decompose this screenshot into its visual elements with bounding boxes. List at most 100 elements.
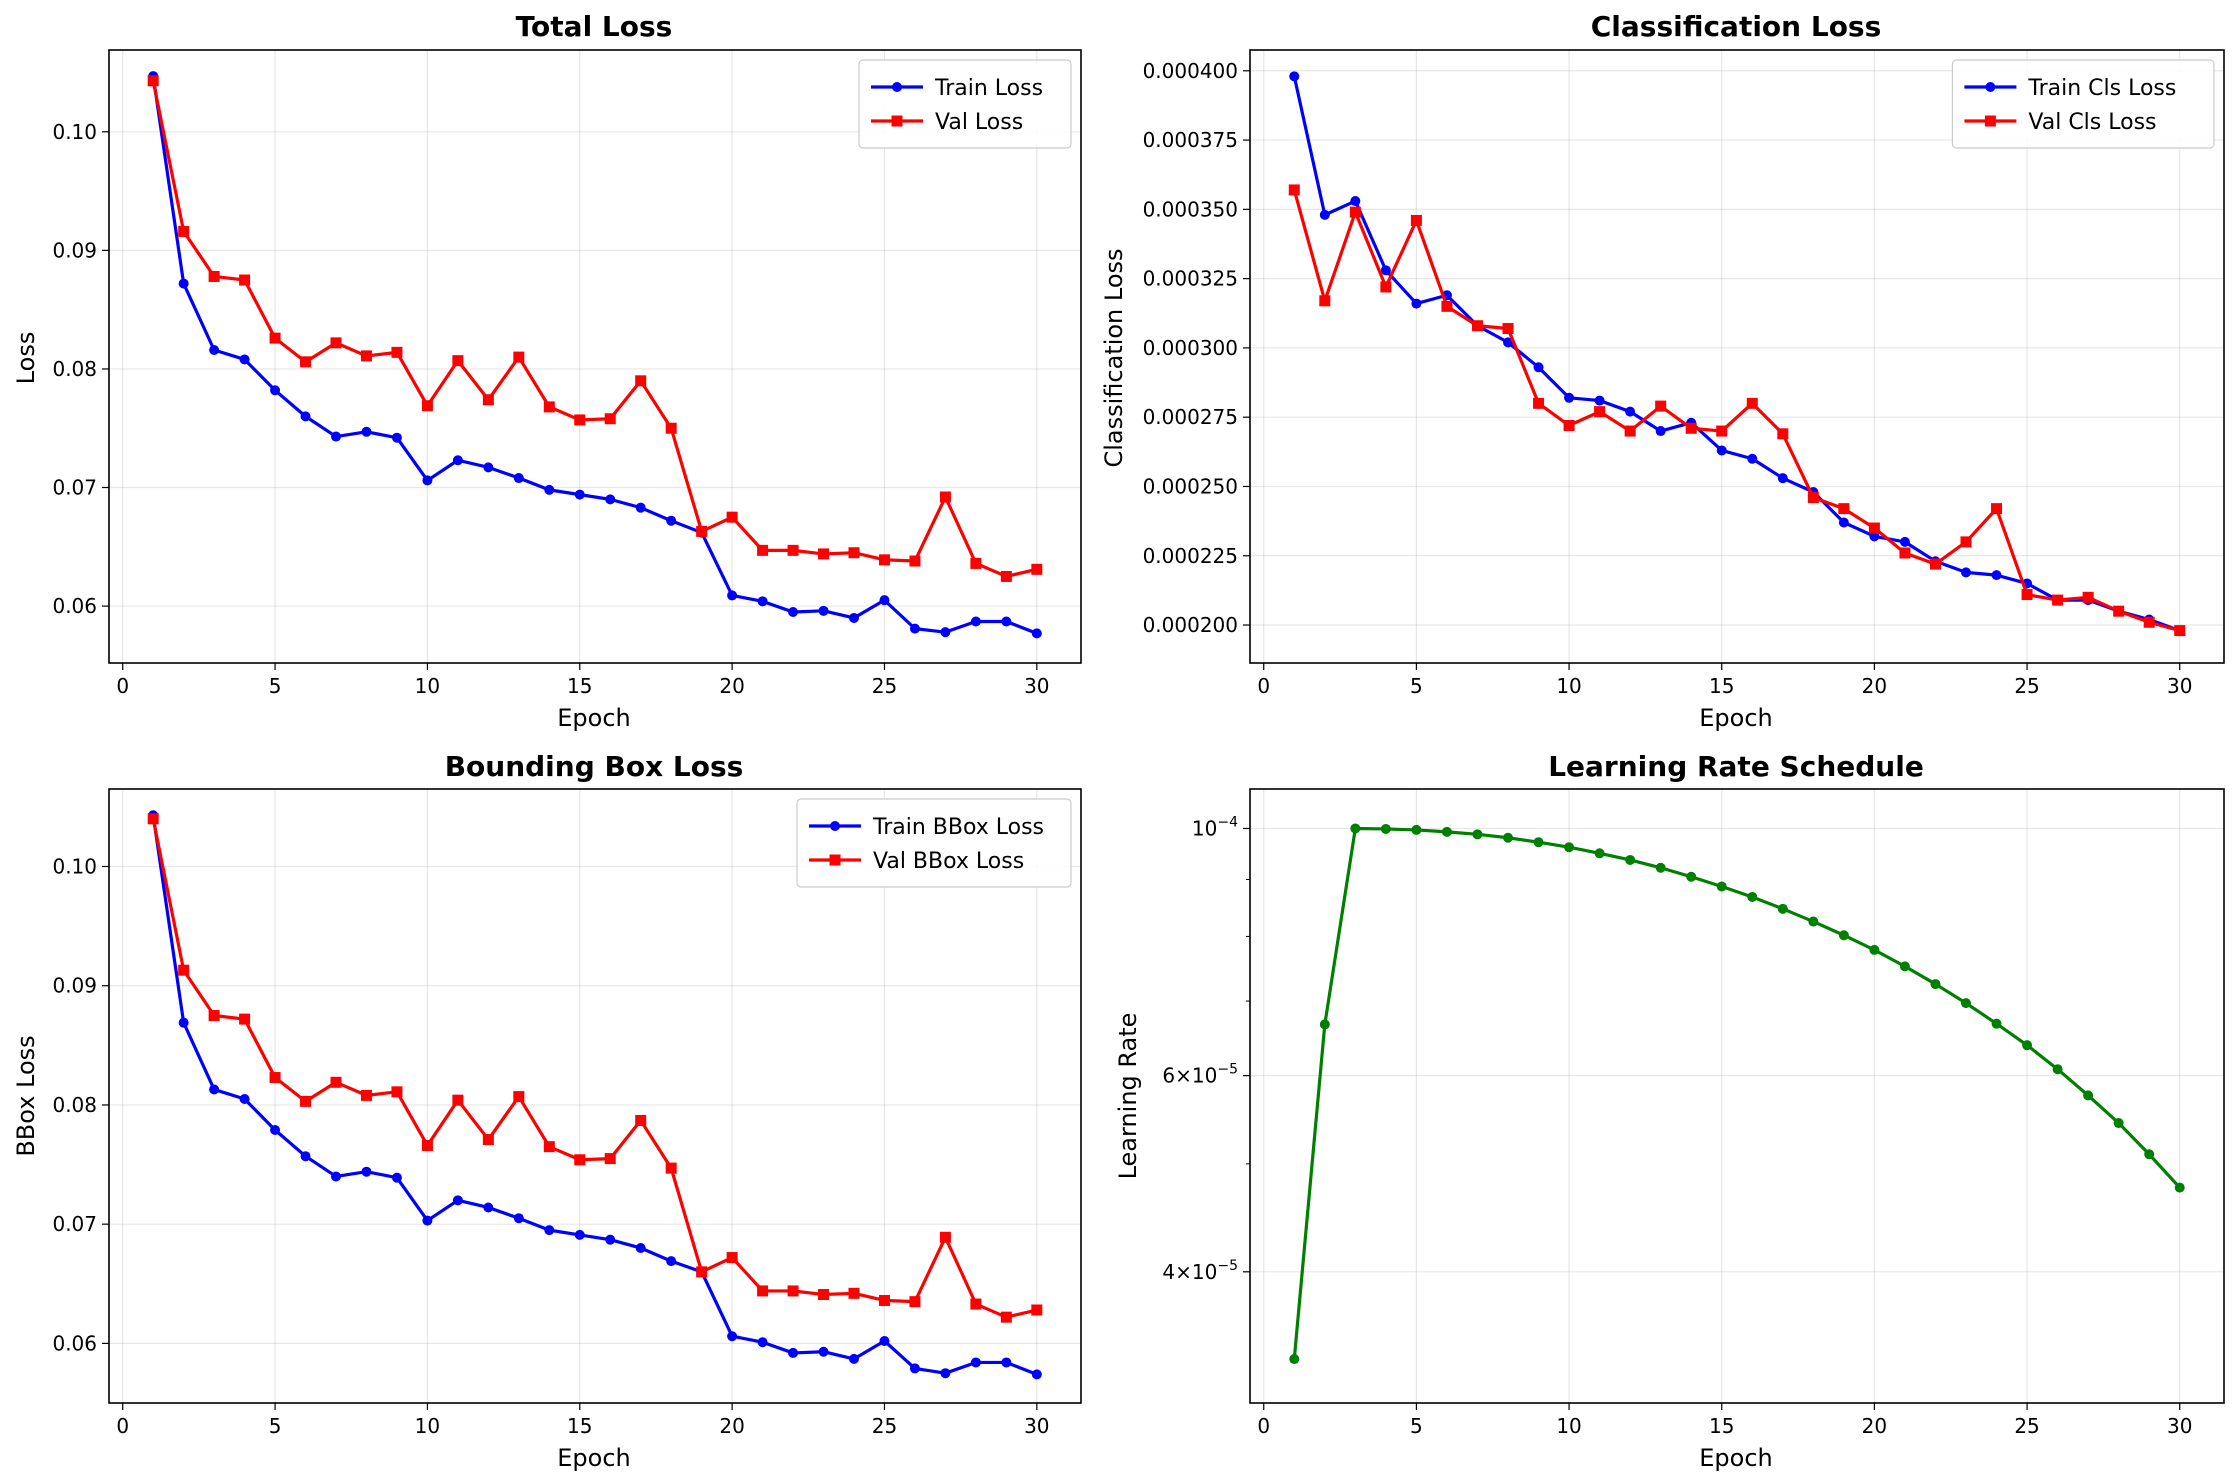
classification-loss-series-1-marker [1991,503,2003,515]
total-loss-series-1-marker [452,355,464,367]
total-loss-series-1-marker [330,337,342,349]
learning-rate-y-tick-base: 10 [1192,1260,1217,1284]
classification-loss-series-1-marker [1746,397,1758,409]
bbox-loss-series-1-marker [574,1154,586,1166]
classification-loss-series-0-marker [1380,265,1391,276]
learning-rate-series-0-marker [1503,832,1514,843]
learning-rate-series-0-marker [1899,961,1910,972]
total-loss-series-0-marker [483,462,494,473]
bbox-loss-legend: Train BBox Loss Val BBox Loss [796,798,1072,888]
total-loss-series-1-marker [391,346,403,358]
total-loss-series-0-marker [818,605,829,616]
bbox-loss-series-1-marker [178,964,190,976]
bbox-loss-series-1-marker [208,1010,220,1022]
learning-rate-series-0-marker [2022,1040,2033,1051]
bbox-loss-legend-label-1: Val BBox Loss [873,849,1024,874]
learning-rate-x-tick-label: 25 [2014,1414,2039,1438]
learning-rate-series-0-marker [1777,903,1788,914]
total-loss-x-tick-label: 20 [719,674,744,698]
bbox-loss-series-0-marker [361,1166,372,1177]
total-loss-ylabel: Loss [12,332,40,385]
bbox-loss-series-0-marker [1031,1369,1042,1380]
total-loss-y-tick-label: 0.10 [52,120,97,144]
classification-loss-legend-label-1: Val Cls Loss [2028,110,2156,135]
bbox-loss-series-0-marker [727,1331,738,1342]
total-loss-series-1-marker [787,544,799,556]
total-loss-xlabel: Epoch [557,704,631,732]
learning-rate-xlabel: Epoch [1699,1444,1773,1472]
classification-loss-series-1-marker [1777,428,1789,440]
bbox-loss-series-1-marker [757,1285,769,1297]
bbox-loss-series-0-marker [452,1195,463,1206]
learning-rate-x-tick-label: 15 [1709,1414,1734,1438]
classification-loss-axes-frame [1249,49,2225,664]
total-loss-y-tick-label: 0.09 [52,238,97,262]
classification-loss-series-1-marker [1929,558,1941,570]
learning-rate-series-0-marker [1869,944,1880,955]
bbox-loss-series-1-marker [635,1114,647,1126]
bbox-loss-legend-marker-0 [830,821,840,831]
learning-rate-series-0-marker [2144,1149,2155,1160]
learning-rate-series-0-marker [1808,916,1819,927]
total-loss-series-0-marker [270,385,281,396]
classification-loss-series-1-marker [1655,400,1667,412]
classification-loss-legend-marker-0 [1985,82,1996,92]
bounding-box-loss-xlabel: Epoch [557,1444,631,1472]
classification-loss-y-tick-label: 0.000375 [1143,128,1238,152]
total-loss-series-0-marker [605,494,616,505]
learning-rate-series-0-marker [1564,842,1575,853]
learning-rate-y-tick-exponent: −4 [1217,814,1238,830]
classification-loss-series-1-marker [1471,320,1483,332]
learning-rate-series-0-marker [1991,1018,2002,1029]
classification-loss-series-1-marker [2113,605,2125,617]
total-loss-series-0-marker [361,426,372,437]
total-loss-series-0-marker [727,590,738,601]
classification-loss-series-1-marker [2082,591,2094,603]
bbox-loss-series-0-marker [970,1357,981,1368]
classification-loss-series-1-marker [1868,522,1880,534]
classification-loss-series-0-marker [1838,517,1849,528]
total-loss-legend: Train Loss Val Loss [858,59,1072,149]
total-loss-series-1-marker [696,525,708,537]
learning-rate-series-0-marker [1319,1019,1330,1030]
bounding-box-loss-panel: Bounding Box Loss Epoch BBox Loss 0 5 10 15… [12,750,1082,1472]
bbox-loss-series-0-marker [270,1124,281,1135]
learning-rate-y-tick-times: × [1175,1260,1192,1284]
bbox-loss-series-1-marker [513,1091,525,1103]
bbox-loss-series-0-marker [940,1368,951,1379]
bbox-loss-x-tick-label: 10 [415,1414,440,1438]
bbox-loss-legend-label-0: Train BBox Loss [872,815,1044,840]
learning-rate-title: Learning Rate Schedule [1548,750,1924,783]
learning-rate-series-0-marker [2083,1090,2094,1101]
classification-loss-series-0-marker [1716,445,1727,456]
classification-loss-x-tick-label: 20 [1862,674,1887,698]
bbox-loss-series-1-marker [1000,1311,1012,1323]
bbox-loss-series-0-marker [574,1229,585,1240]
classification-loss-y-tick-label: 0.000400 [1143,59,1238,83]
learning-rate-series-0-marker [2174,1182,2185,1193]
total-loss-series-1-marker [178,225,190,237]
classification-loss-series-1-marker [1624,425,1636,437]
total-loss-series-1-marker [909,555,921,567]
total-loss-series-1-marker [818,548,830,560]
total-loss-title: Total Loss [516,10,673,43]
total-loss-series-1-marker [543,401,555,413]
bbox-loss-series-1-marker [787,1285,799,1297]
bbox-loss-series-0-marker [178,1017,189,1028]
bbox-loss-series-0-marker [635,1243,646,1254]
bounding-box-loss-ylabel: BBox Loss [12,1035,40,1156]
classification-loss-series-1-marker [1288,184,1300,196]
bbox-loss-series-1-marker [482,1134,494,1146]
total-loss-axes-frame [108,49,1082,664]
classification-loss-series-0-marker [1869,531,1880,542]
bbox-loss-series-1-marker [726,1252,738,1264]
total-loss-series-0-line [151,75,1038,635]
bbox-loss-series-1-marker [452,1094,464,1106]
total-loss-series-1-marker [970,557,982,569]
bbox-loss-series-1-marker [939,1231,951,1243]
total-loss-series-1-marker [848,547,860,559]
bbox-loss-x-tick-label: 20 [719,1414,744,1438]
learning-rate-series-0-marker [1289,1354,1300,1365]
classification-loss-series-0-marker [1533,362,1544,373]
total-loss-series-0-marker [757,596,768,607]
